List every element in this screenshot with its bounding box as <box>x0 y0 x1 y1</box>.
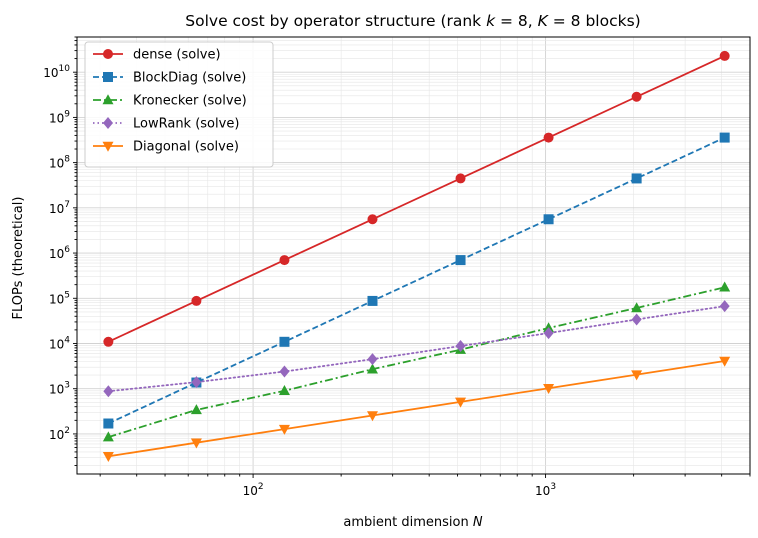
data-point-series-5 <box>455 397 467 408</box>
y-tick-label: 107 <box>49 200 70 216</box>
series-line-3 <box>108 286 725 438</box>
data-point-series-5 <box>278 424 290 435</box>
data-point-series-4 <box>719 300 730 313</box>
y-tick-label: 108 <box>49 155 70 171</box>
y-tick-label: 106 <box>49 245 70 261</box>
data-point-series-4 <box>631 313 642 326</box>
data-point-series-4 <box>191 376 202 389</box>
data-point-series-4 <box>103 385 114 398</box>
series-line-2 <box>107 136 726 425</box>
x-tick-label: 103 <box>535 482 556 498</box>
data-point-series-1 <box>367 214 378 225</box>
data-point-series-1 <box>719 50 730 61</box>
data-point-series-1 <box>631 91 642 102</box>
data-point-series-1 <box>455 173 466 184</box>
data-point-series-3 <box>719 281 731 292</box>
legend-label: dense (solve) <box>133 48 221 63</box>
y-tick-label: 1010 <box>43 64 70 80</box>
data-point-series-5 <box>366 411 378 422</box>
data-point-series-4 <box>279 365 290 378</box>
data-point-series-2 <box>103 418 114 429</box>
legend-marker <box>103 117 113 129</box>
data-point-series-4 <box>367 353 378 366</box>
data-point-series-3 <box>366 363 378 374</box>
data-point-series-2 <box>279 336 290 347</box>
legend-box <box>84 41 274 168</box>
y-tick-label: 109 <box>49 109 70 125</box>
data-point-series-4 <box>455 340 466 353</box>
data-point-series-2 <box>455 255 466 266</box>
y-tick-label: 104 <box>49 335 70 351</box>
legend-label: Diagonal (solve) <box>133 140 239 155</box>
legend-label: LowRank (solve) <box>133 117 239 132</box>
data-point-series-2 <box>367 295 378 306</box>
data-point-series-5 <box>190 438 202 449</box>
data-point-series-5 <box>543 383 555 394</box>
data-point-series-5 <box>102 452 114 463</box>
legend-marker <box>103 72 113 82</box>
series-lines <box>107 55 726 458</box>
y-tick-label: 105 <box>49 290 70 306</box>
data-point-series-2 <box>631 173 642 184</box>
legend-marker <box>102 94 114 105</box>
data-point-series-3 <box>278 385 290 396</box>
x-axis-ticks: 102 103 <box>99 474 751 498</box>
chart-title: Solve cost by operator structure (rank k… <box>185 12 640 30</box>
data-point-series-1 <box>103 336 114 347</box>
data-point-series-5 <box>719 356 731 367</box>
series-line-1 <box>107 55 726 343</box>
data-point-series-1 <box>543 132 554 143</box>
data-point-series-3 <box>102 431 114 442</box>
data-point-series-3 <box>631 302 643 313</box>
y-axis-ticks: 102 103 104 105 106 107 108 109 1010 <box>43 36 77 466</box>
y-axis-title: FLOPs (theoretical) <box>11 197 26 320</box>
data-point-series-2 <box>719 132 730 143</box>
legend-marker <box>102 141 114 152</box>
legend-label: Kronecker (solve) <box>133 94 247 109</box>
data-point-series-1 <box>191 295 202 306</box>
y-tick-label: 102 <box>49 426 70 442</box>
data-point-series-2 <box>543 214 554 225</box>
data-point-series-4 <box>543 327 554 340</box>
data-point-series-1 <box>279 255 290 266</box>
legend-label: BlockDiag (solve) <box>133 71 246 86</box>
x-axis-title: ambient dimension N <box>343 515 482 530</box>
data-point-series-5 <box>631 370 643 381</box>
series-line-5 <box>108 360 725 458</box>
series-markers <box>102 50 731 463</box>
x-tick-label: 102 <box>243 482 264 498</box>
data-point-series-3 <box>190 404 202 415</box>
legend-marker <box>103 49 113 59</box>
y-tick-label: 103 <box>49 381 70 397</box>
series-line-4 <box>107 305 726 393</box>
legend: dense (solve) BlockDiag (solve) Kronecker … <box>84 41 274 168</box>
